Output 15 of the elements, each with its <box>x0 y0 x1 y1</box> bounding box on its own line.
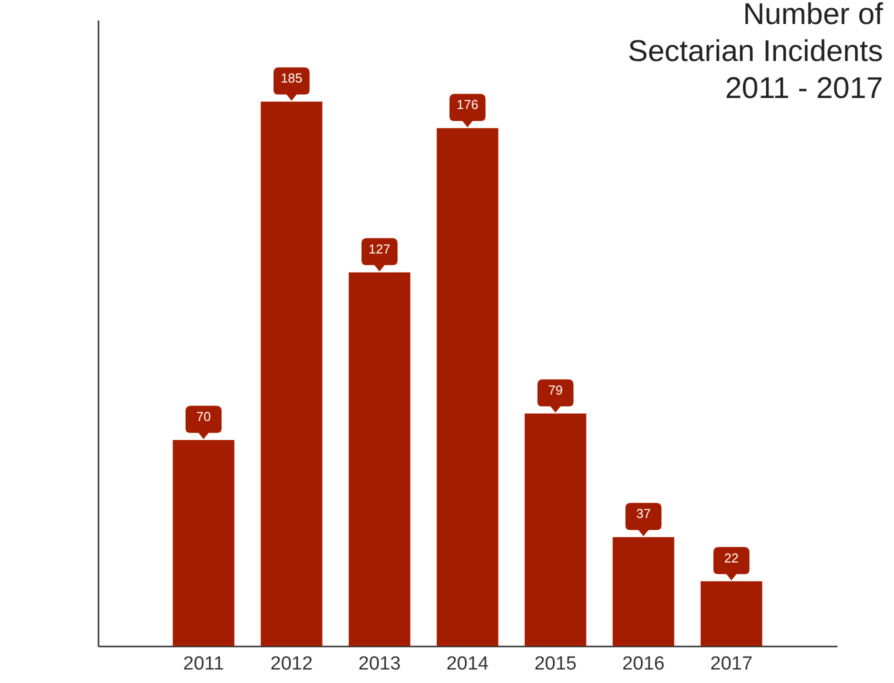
chart-title: Number of Sectarian Incidents 2011 - 2017 <box>628 0 884 105</box>
data-label: 185 <box>280 70 302 86</box>
data-label: 22 <box>724 550 739 566</box>
x-tick-label: 2016 <box>622 654 665 674</box>
data-label: 70 <box>196 409 211 424</box>
x-tick-label: 2017 <box>710 654 753 674</box>
data-label: 127 <box>368 241 390 256</box>
x-tick-label: 2013 <box>358 654 401 674</box>
x-tick-label: 2011 <box>183 654 224 674</box>
x-tick-label: 2012 <box>270 654 313 674</box>
data-label: 176 <box>456 97 478 112</box>
data-label: 37 <box>636 506 651 522</box>
data-label: 79 <box>548 382 563 398</box>
x-tick-label: 2014 <box>446 654 490 674</box>
x-tick-label: 2015 <box>534 654 577 674</box>
